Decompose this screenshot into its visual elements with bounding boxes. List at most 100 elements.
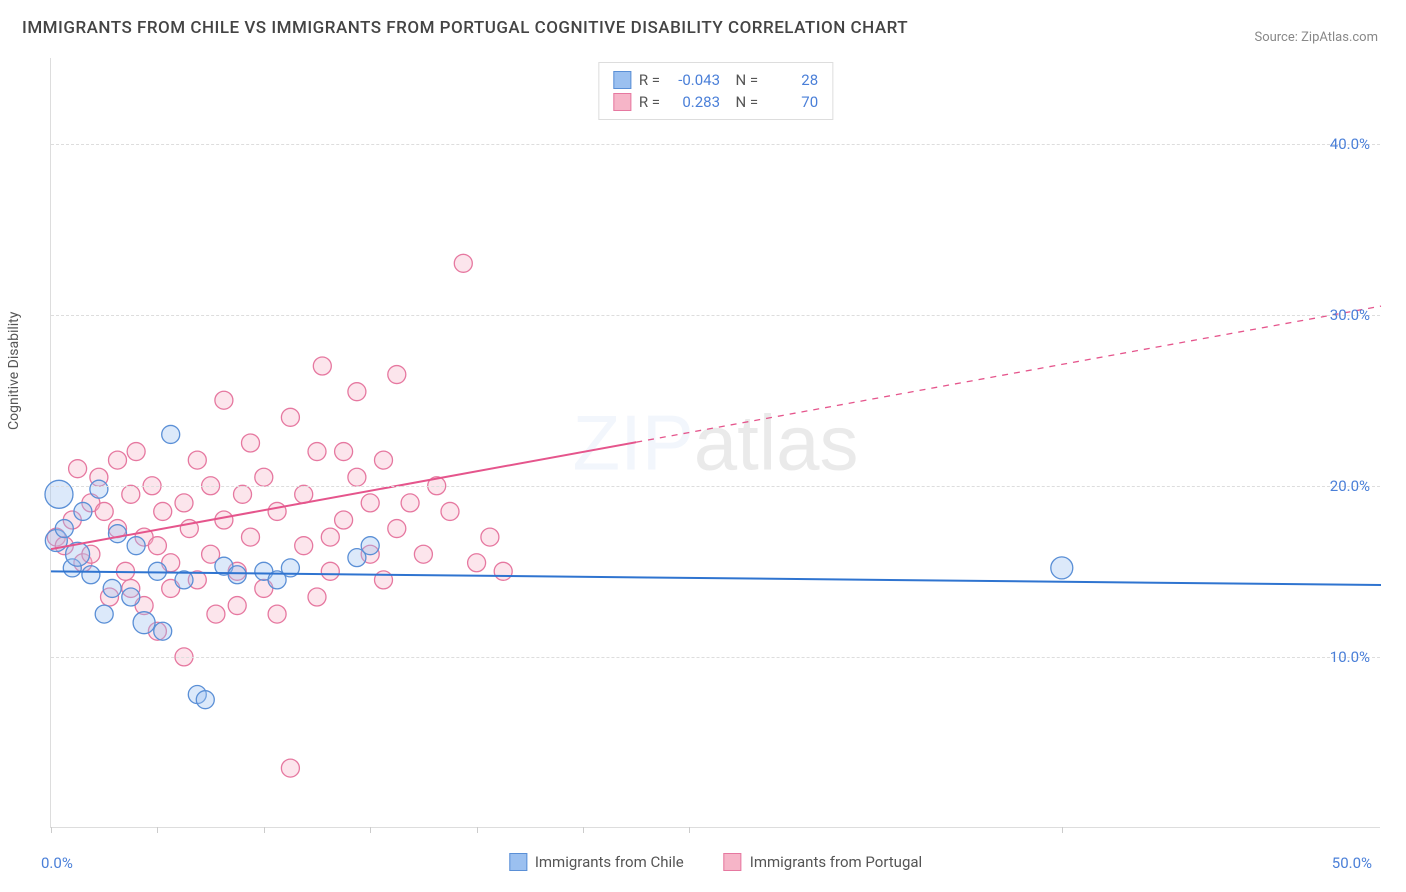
scatter-point xyxy=(494,562,512,580)
scatter-point xyxy=(109,525,127,543)
y-tick-label: 20.0% xyxy=(1330,477,1370,495)
scatter-point xyxy=(148,562,166,580)
scatter-point xyxy=(281,408,299,426)
correlation-stats-box: R = -0.043 N = 28 R = 0.283 N = 70 xyxy=(598,62,833,120)
x-tick xyxy=(370,827,371,833)
x-tick xyxy=(583,827,584,833)
scatter-point xyxy=(215,391,233,409)
stats-row-series-2: R = 0.283 N = 70 xyxy=(613,91,818,113)
scatter-point xyxy=(122,485,140,503)
chart-plot-area: ZIPatlas R = -0.043 N = 28 R = 0.283 N =… xyxy=(50,58,1380,828)
n-value-chile: 28 xyxy=(766,71,818,89)
scatter-point xyxy=(255,468,273,486)
scatter-point xyxy=(335,443,353,461)
scatter-point xyxy=(95,605,113,623)
r-value-portugal: 0.283 xyxy=(668,93,720,111)
x-tick xyxy=(689,827,690,833)
x-axis-min-label: 0.0% xyxy=(41,854,73,872)
scatter-point xyxy=(154,622,172,640)
y-tick-label: 30.0% xyxy=(1330,306,1370,324)
scatter-point xyxy=(154,502,172,520)
scatter-point xyxy=(308,588,326,606)
scatter-point xyxy=(242,528,260,546)
scatter-point xyxy=(348,383,366,401)
scatter-point xyxy=(162,425,180,443)
scatter-plot-svg xyxy=(51,58,1380,827)
scatter-point xyxy=(127,443,145,461)
scatter-point xyxy=(295,485,313,503)
regression-line-solid xyxy=(51,571,1381,585)
chart-title: IMMIGRANTS FROM CHILE VS IMMIGRANTS FROM… xyxy=(22,18,908,38)
x-tick xyxy=(477,827,478,833)
legend-item-chile: Immigrants from Chile xyxy=(509,853,684,871)
legend-swatch-chile xyxy=(509,853,527,871)
regression-line-dashed xyxy=(636,306,1381,442)
legend-label-portugal: Immigrants from Portugal xyxy=(750,853,922,871)
scatter-point xyxy=(55,520,73,538)
scatter-point xyxy=(321,528,339,546)
x-axis-max-label: 50.0% xyxy=(1332,854,1372,872)
scatter-point xyxy=(361,494,379,512)
scatter-point xyxy=(1051,557,1073,579)
x-tick xyxy=(157,827,158,833)
scatter-point xyxy=(90,480,108,498)
scatter-point xyxy=(207,605,225,623)
scatter-point xyxy=(109,451,127,469)
scatter-point xyxy=(69,460,87,478)
scatter-point xyxy=(133,612,155,634)
scatter-point xyxy=(375,571,393,589)
scatter-point xyxy=(361,537,379,555)
x-tick xyxy=(264,827,265,833)
source-attribution: Source: ZipAtlas.com xyxy=(1254,30,1378,45)
scatter-point xyxy=(268,605,286,623)
scatter-point xyxy=(481,528,499,546)
scatter-point xyxy=(228,566,246,584)
scatter-point xyxy=(348,468,366,486)
scatter-point xyxy=(234,485,252,503)
y-tick-label: 40.0% xyxy=(1330,135,1370,153)
y-tick-label: 10.0% xyxy=(1330,648,1370,666)
scatter-point xyxy=(335,511,353,529)
bottom-legend: Immigrants from Chile Immigrants from Po… xyxy=(509,853,922,871)
scatter-point xyxy=(375,451,393,469)
x-tick xyxy=(1062,827,1063,833)
gridline-horizontal xyxy=(51,144,1380,145)
scatter-point xyxy=(313,357,331,375)
swatch-portugal xyxy=(613,93,631,111)
scatter-point xyxy=(295,537,313,555)
scatter-point xyxy=(175,494,193,512)
scatter-point xyxy=(196,691,214,709)
scatter-point xyxy=(242,434,260,452)
scatter-point xyxy=(308,443,326,461)
scatter-point xyxy=(148,537,166,555)
legend-label-chile: Immigrants from Chile xyxy=(535,853,684,871)
scatter-point xyxy=(127,537,145,555)
scatter-point xyxy=(74,502,92,520)
swatch-chile xyxy=(613,71,631,89)
legend-swatch-portugal xyxy=(724,853,742,871)
scatter-point xyxy=(388,520,406,538)
scatter-point xyxy=(215,511,233,529)
gridline-horizontal xyxy=(51,486,1380,487)
scatter-point xyxy=(95,502,113,520)
scatter-point xyxy=(468,554,486,572)
scatter-point xyxy=(281,759,299,777)
scatter-point xyxy=(388,366,406,384)
scatter-point xyxy=(45,480,73,508)
gridline-horizontal xyxy=(51,315,1380,316)
scatter-point xyxy=(122,588,140,606)
stats-row-series-1: R = -0.043 N = 28 xyxy=(613,69,818,91)
scatter-point xyxy=(82,566,100,584)
scatter-point xyxy=(188,451,206,469)
n-value-portugal: 70 xyxy=(766,93,818,111)
scatter-point xyxy=(401,494,419,512)
x-tick xyxy=(51,827,52,833)
scatter-point xyxy=(103,579,121,597)
gridline-horizontal xyxy=(51,657,1380,658)
legend-item-portugal: Immigrants from Portugal xyxy=(724,853,922,871)
scatter-point xyxy=(454,254,472,272)
scatter-point xyxy=(321,562,339,580)
y-axis-label: Cognitive Disability xyxy=(6,312,22,430)
r-value-chile: -0.043 xyxy=(668,71,720,89)
scatter-point xyxy=(268,502,286,520)
